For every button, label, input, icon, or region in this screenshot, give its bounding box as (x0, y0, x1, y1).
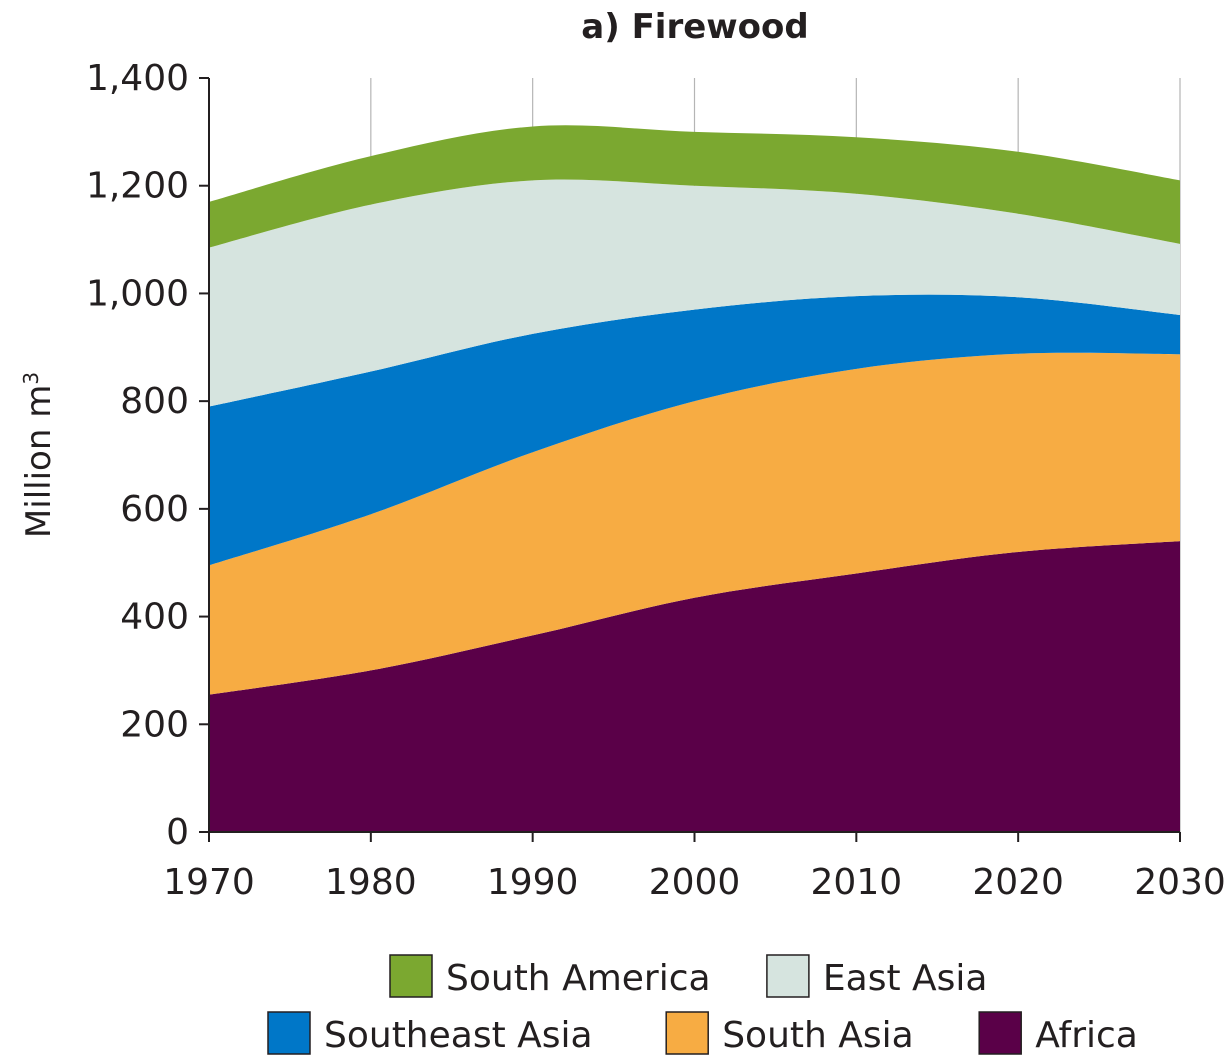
y-axis-label: Million m3 (19, 372, 59, 538)
legend-label-south-asia: South Asia (722, 1015, 914, 1056)
y-tick-label: 800 (120, 381, 189, 422)
area-south-america (209, 125, 1180, 248)
legend-item-east-asia: East Asia (766, 954, 988, 999)
legend-swatch-east-asia (766, 954, 810, 998)
y-tick-label: 600 (120, 489, 189, 530)
legend-swatch-south-america (389, 954, 433, 998)
y-axis-label-superscript: 3 (19, 372, 43, 385)
x-tick-label: 2000 (649, 862, 741, 903)
x-tick-label: 1990 (487, 862, 579, 903)
x-axis-ticks: 1970 1980 1990 2000 2010 2020 2030 (163, 832, 1226, 903)
plot-areas (209, 125, 1180, 832)
legend-swatch-southeast-asia (267, 1011, 311, 1055)
legend-label-africa: Africa (1035, 1015, 1138, 1056)
legend-swatch-south-asia (665, 1011, 709, 1055)
x-tick-label: 2020 (972, 862, 1064, 903)
legend-label-east-asia: East Asia (823, 958, 988, 999)
legend-label-southeast-asia: Southeast Asia (324, 1015, 593, 1056)
legend-label-south-america: South America (446, 958, 711, 999)
legend-item-south-asia: South Asia (665, 1011, 914, 1056)
y-tick-label: 1,400 (86, 58, 189, 99)
legend-swatch-africa (978, 1011, 1022, 1055)
legend-item-africa: Africa (978, 1011, 1138, 1056)
legend: South America East Asia Southeast Asia Sout… (267, 954, 1138, 1056)
area-southeast-asia (209, 294, 1180, 566)
x-tick-label: 1970 (163, 862, 255, 903)
y-tick-label: 0 (166, 812, 189, 853)
chart-title: a) Firewood (581, 7, 809, 47)
y-axis-ticks: 0 200 400 600 800 1,000 1,200 1,400 (86, 58, 209, 853)
legend-item-southeast-asia: Southeast Asia (267, 1011, 593, 1056)
x-tick-label: 2030 (1134, 862, 1226, 903)
y-tick-label: 1,000 (86, 273, 189, 314)
x-tick-label: 2010 (811, 862, 903, 903)
y-tick-label: 400 (120, 597, 189, 638)
area-east-asia (209, 179, 1180, 407)
area-south-asia (209, 352, 1180, 695)
legend-item-south-america: South America (389, 954, 711, 999)
y-tick-label: 200 (120, 704, 189, 745)
y-axis-label-text: Million m (19, 385, 59, 538)
y-tick-label: 1,200 (86, 166, 189, 207)
x-tick-label: 1980 (325, 862, 417, 903)
area-africa (209, 541, 1180, 832)
